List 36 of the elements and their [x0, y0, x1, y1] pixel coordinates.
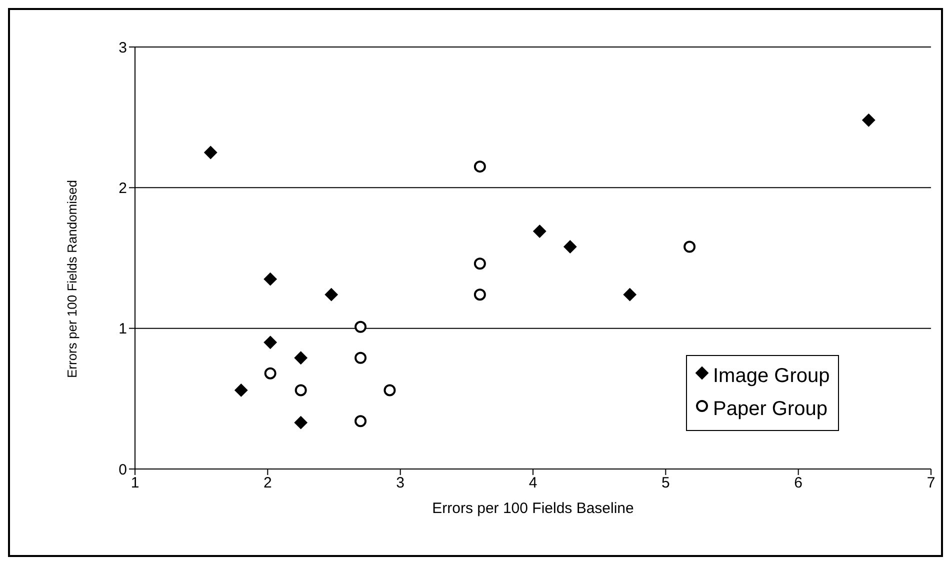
point: [234, 384, 248, 397]
y-tick-label: 3: [118, 39, 127, 56]
legend-label: Image Group: [713, 365, 830, 388]
point: [623, 288, 636, 302]
point: [294, 416, 308, 430]
point: [474, 258, 486, 270]
point: [862, 114, 876, 127]
point: [354, 320, 367, 333]
point: [354, 415, 367, 428]
point: [264, 272, 277, 286]
point: [264, 367, 276, 380]
x-tick-label: 2: [263, 474, 272, 492]
y-axis-title: Errors per 100 Fields Randomised: [64, 180, 80, 378]
y-tick-label: 0: [118, 461, 127, 478]
x-tick-label: 7: [926, 474, 936, 492]
x-tick-label: 4: [528, 474, 538, 492]
point: [264, 336, 277, 349]
point: [684, 240, 696, 253]
x-tick-label: 6: [794, 474, 803, 492]
point: [533, 224, 546, 238]
point: [564, 240, 577, 254]
x-tick-label: 1: [130, 474, 140, 492]
legend-label: Paper Group: [713, 398, 828, 421]
point: [294, 384, 307, 396]
y-tick-label: 2: [118, 180, 127, 197]
point: [324, 288, 338, 302]
y-tick-label: 1: [118, 320, 127, 338]
point: [204, 146, 218, 159]
point: [384, 384, 396, 396]
x-axis-title: Errors per 100 Fields Baseline: [432, 500, 634, 517]
point: [474, 288, 486, 301]
point: [474, 160, 486, 173]
x-tick-label: 5: [661, 474, 670, 492]
x-tick-label: 3: [396, 474, 405, 492]
point: [294, 351, 308, 364]
point: [354, 352, 367, 364]
